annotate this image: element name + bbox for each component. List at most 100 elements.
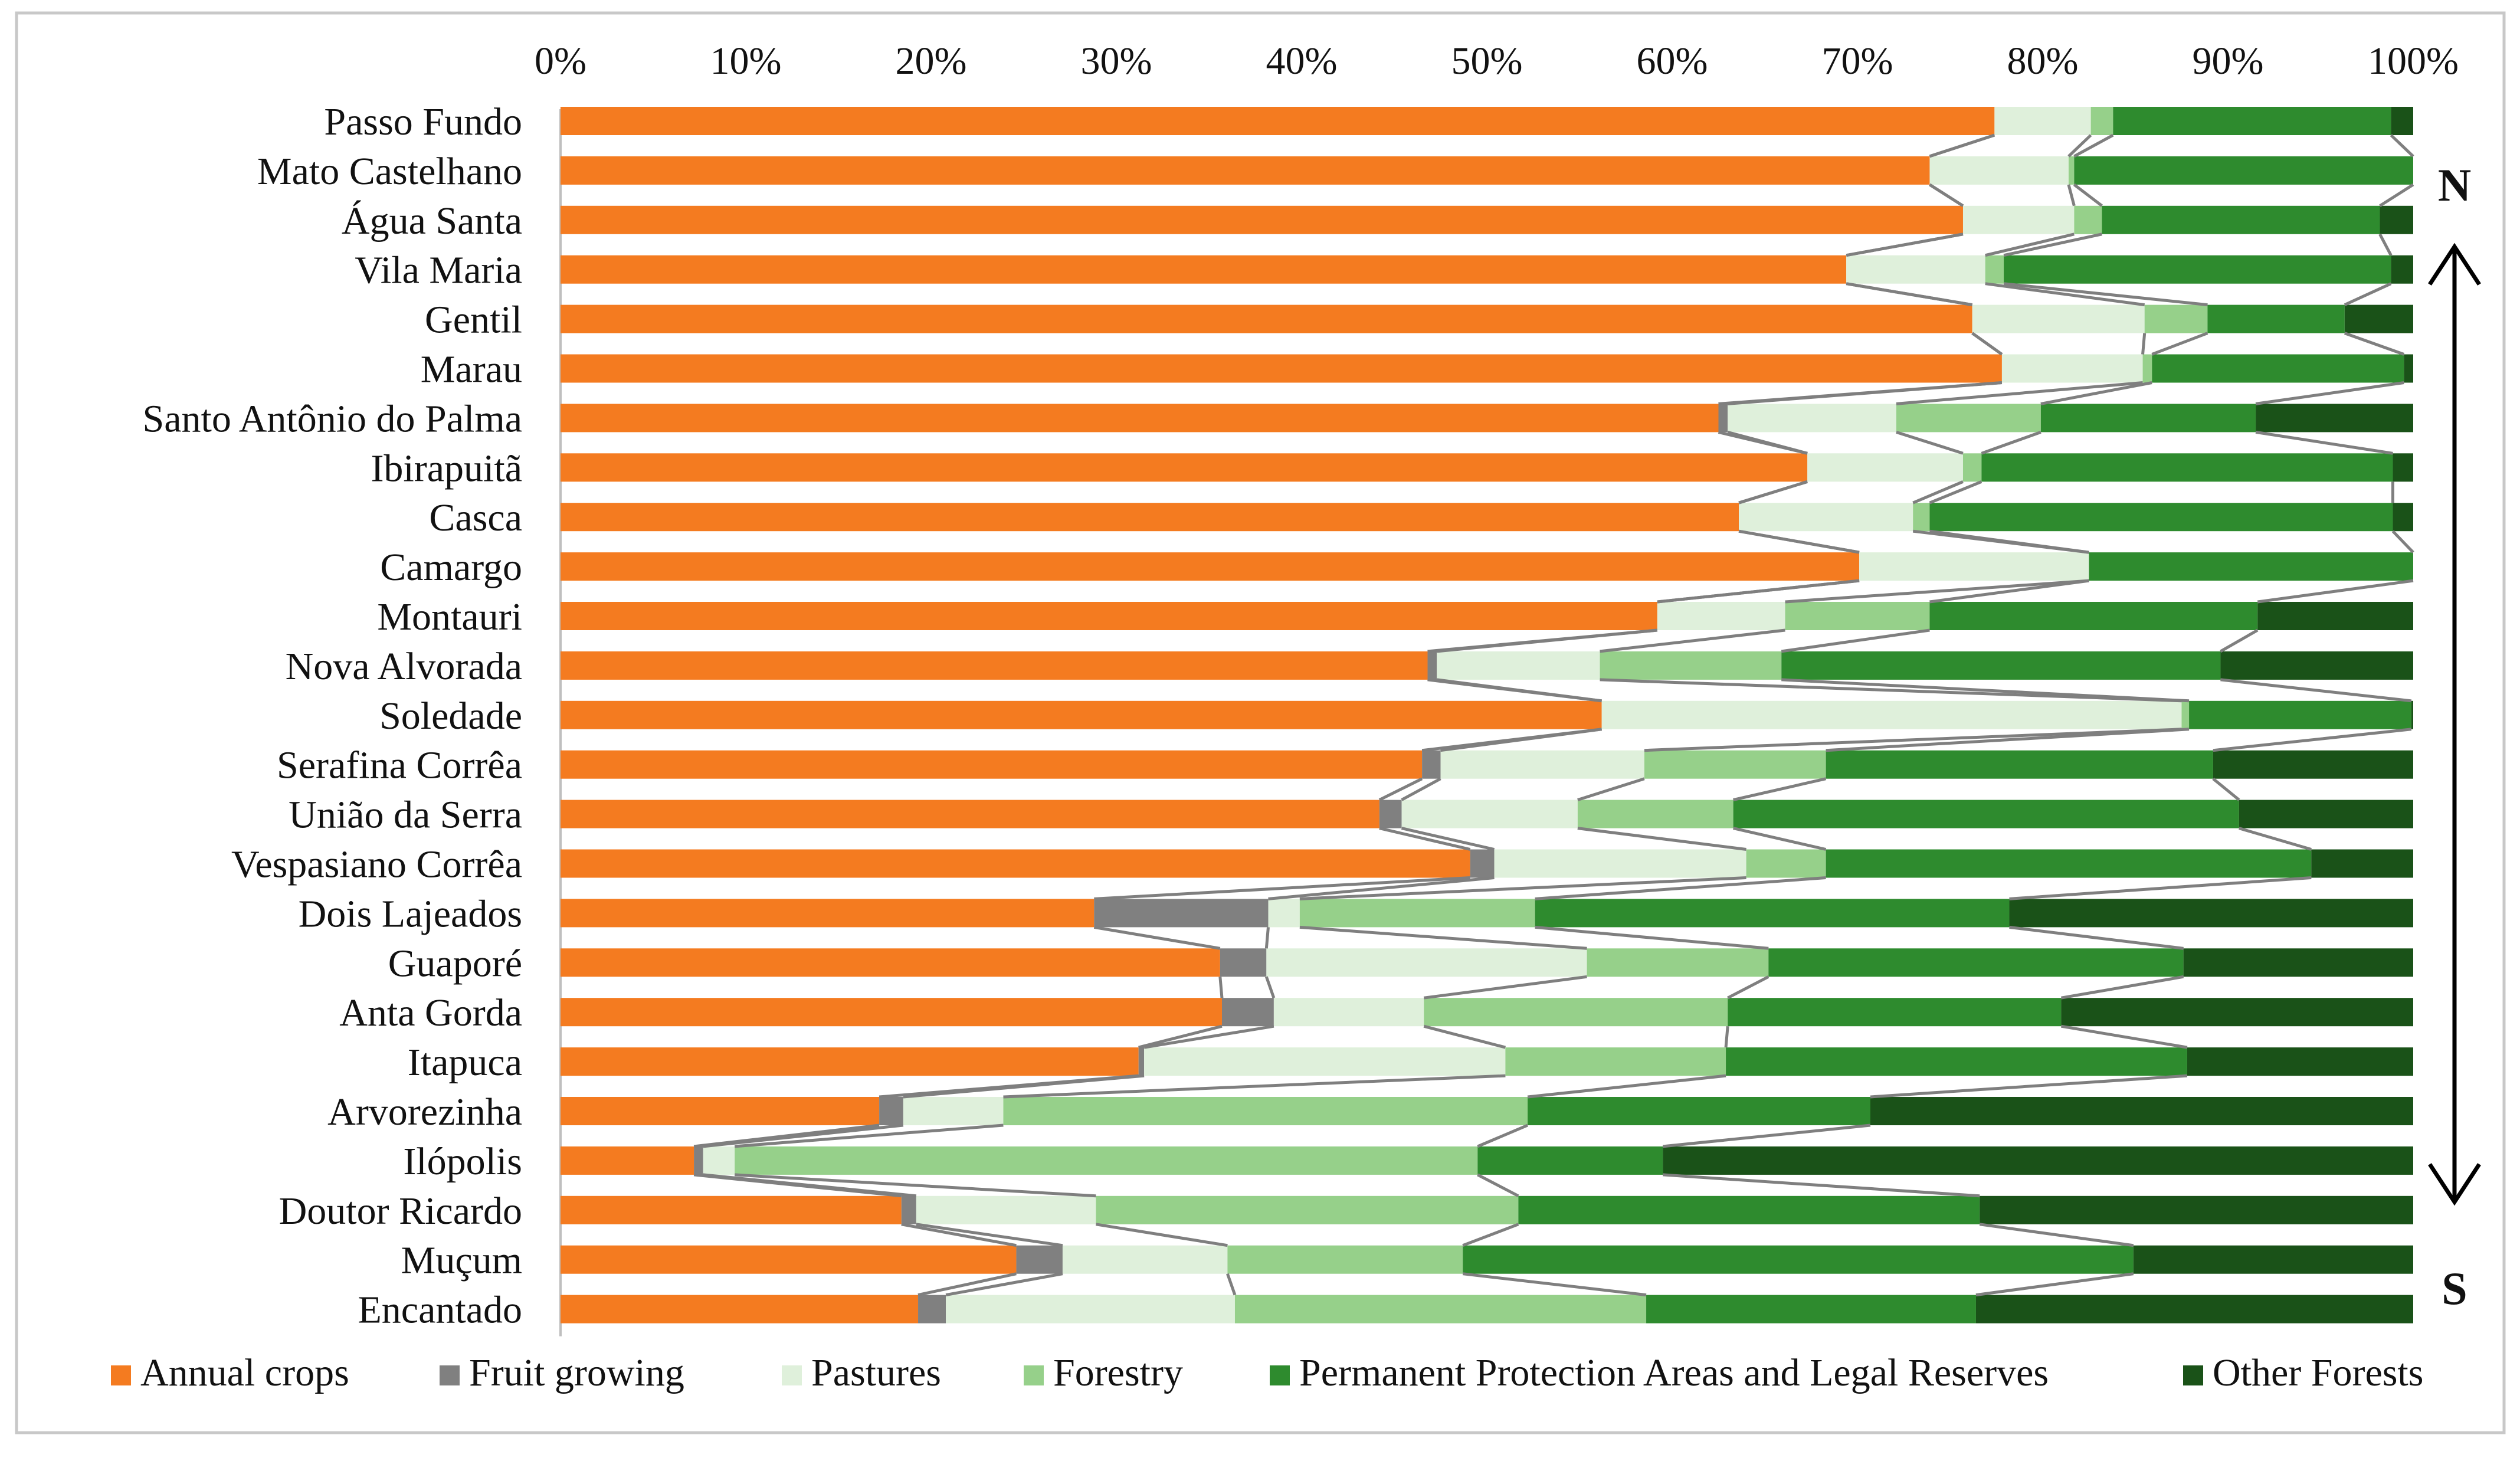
connector-line [1379, 827, 1471, 851]
category-label: Doutor Ricardo [279, 1190, 522, 1233]
bar-segment [1505, 1047, 1726, 1076]
legend-swatch [1024, 1365, 1044, 1385]
connector-line [735, 1173, 1096, 1198]
category-label: Marau [421, 348, 522, 391]
bar-segment [561, 107, 1995, 135]
bar-segment [561, 849, 1470, 878]
connector-line [1440, 728, 1603, 752]
bar-segment [561, 552, 1860, 581]
bar-segment [2380, 205, 2413, 234]
connector-line [1600, 678, 2182, 703]
connector-line [2257, 579, 2414, 604]
bar-segment [561, 205, 1963, 234]
connector-line [1657, 579, 1860, 604]
connector-line [2239, 827, 2312, 851]
bar-segment [2213, 750, 2413, 779]
bar-segment [1785, 602, 1930, 630]
connector-line [1477, 1173, 1519, 1198]
category-axis: Passo Fundo Mato Castelhano Água Santa Vila… [143, 100, 523, 1332]
category-label: Dois Lajeados [299, 892, 522, 935]
legend-label: Annual crops [140, 1351, 349, 1394]
x-tick-label: 0% [535, 40, 586, 83]
connector-line [901, 1223, 1017, 1247]
connector-line [1929, 529, 2089, 554]
bar-segment [1299, 899, 1535, 928]
bar-segment [1138, 1047, 1145, 1076]
connector-line [1436, 678, 1602, 703]
bar-segment [2393, 453, 2413, 482]
connector-line [1929, 480, 1982, 505]
bar-segment [1929, 503, 2393, 532]
bar-segment [561, 304, 1972, 333]
bar-segment [561, 503, 1739, 532]
bar-segment [1929, 602, 2258, 630]
bar-segment [1726, 1047, 2187, 1076]
bar-segment [916, 1195, 1096, 1224]
series-connector-lines [693, 133, 2414, 1297]
bar-segment [946, 1295, 1235, 1324]
connector-line [2003, 232, 2103, 257]
bar-segment [1718, 404, 1728, 433]
bar-segment [1096, 1195, 1519, 1224]
bar-segment [1379, 800, 1402, 828]
bar-segment [2207, 304, 2345, 333]
x-tick-label: 10% [710, 40, 782, 83]
bar-segment [2061, 998, 2413, 1027]
bar-segment [2256, 404, 2413, 433]
x-tick-label: 40% [1266, 40, 1338, 83]
category-label: Encantado [358, 1289, 522, 1332]
bar-segment [1470, 849, 1495, 878]
arrow-head-up-icon [2428, 243, 2481, 286]
north-south-indicator: N S [2428, 159, 2481, 1314]
connector-line [2212, 777, 2240, 801]
category-label: Vespasiano Corrêa [231, 843, 522, 886]
bar-segment [1962, 453, 1982, 482]
connector-line [2255, 430, 2393, 455]
bar-segment [1985, 255, 2004, 284]
connector-line [1738, 529, 1860, 554]
bar-segment [2344, 304, 2413, 333]
connector-line [1462, 1223, 1519, 1247]
bar-segment [1016, 1245, 1063, 1274]
bar-segment [1221, 998, 1274, 1027]
connector-line [1527, 1074, 1726, 1099]
connector-line [2255, 381, 2404, 405]
connector-line [1728, 381, 2003, 405]
connector-line [1929, 579, 2089, 604]
bar-segment [2144, 304, 2208, 333]
connector-line [945, 1272, 1063, 1297]
bar-segment [1870, 1097, 2413, 1125]
bar-segment [1929, 156, 2069, 185]
bar-segment [1781, 651, 2221, 680]
category-label: Santo Antônio do Palma [143, 397, 523, 440]
connector-line [1003, 1074, 1506, 1099]
bar-segment [2142, 354, 2152, 383]
north-label: N [2438, 159, 2471, 211]
bar-segment [903, 1097, 1004, 1125]
bar-segment [2009, 899, 2413, 928]
bar-segment [735, 1146, 1478, 1175]
legend-label: Fruit growing [469, 1351, 684, 1394]
connector-line [2009, 925, 2184, 950]
bar-segment [1846, 255, 1985, 284]
legend-label: Other Forests [2213, 1351, 2423, 1394]
connector-line [1226, 1273, 1237, 1296]
connector-line [2067, 134, 2092, 158]
connector-line [1218, 977, 1224, 998]
bar-segment [561, 1245, 1017, 1274]
connector-line [2009, 876, 2312, 900]
connector-line [1577, 777, 1645, 801]
bar-segment [1913, 503, 1930, 532]
bar-segment [1422, 750, 1441, 779]
connector-line [734, 1123, 1004, 1148]
bar-segment [2393, 503, 2413, 532]
connector-line [2220, 628, 2259, 653]
connector-line [2060, 975, 2184, 1000]
connector-line [2040, 381, 2152, 405]
x-tick-label: 30% [1081, 40, 1152, 83]
connector-line [916, 1223, 1063, 1247]
connector-line [1138, 1024, 1223, 1049]
bar-segment [2391, 107, 2413, 135]
connector-line [1846, 232, 1964, 257]
